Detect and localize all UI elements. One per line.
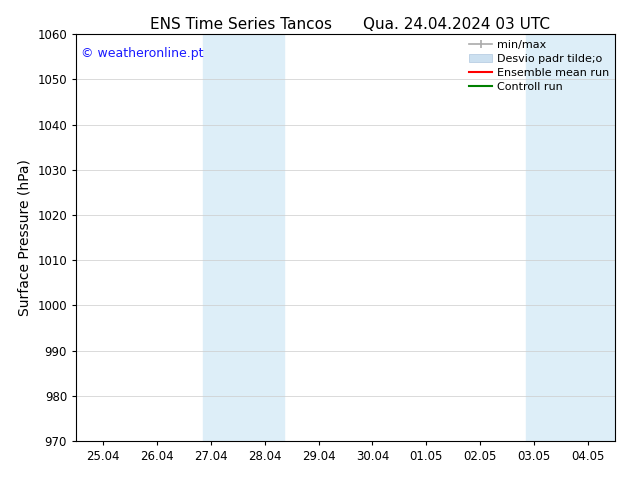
Text: © weatheronline.pt: © weatheronline.pt <box>81 47 204 59</box>
Text: Qua. 24.04.2024 03 UTC: Qua. 24.04.2024 03 UTC <box>363 17 550 32</box>
Text: ENS Time Series Tancos: ENS Time Series Tancos <box>150 17 332 32</box>
Bar <box>203 34 283 441</box>
Bar <box>526 34 615 441</box>
Legend: min/max, Desvio padr tilde;o, Ensemble mean run, Controll run: min/max, Desvio padr tilde;o, Ensemble m… <box>466 37 612 95</box>
Y-axis label: Surface Pressure (hPa): Surface Pressure (hPa) <box>18 159 32 316</box>
